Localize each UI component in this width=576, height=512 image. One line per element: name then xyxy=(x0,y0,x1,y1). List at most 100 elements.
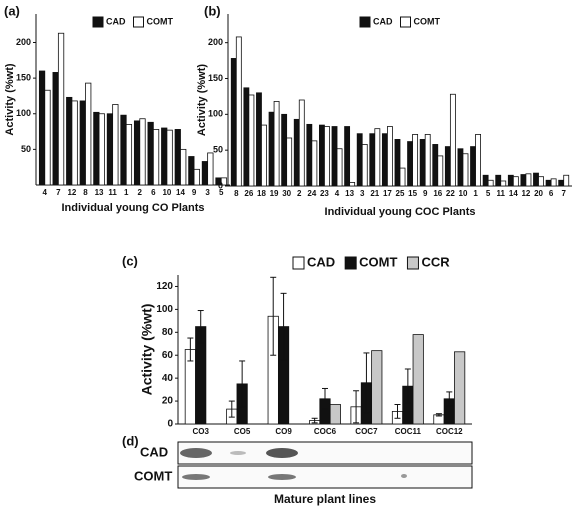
x-tick-label: COC11 xyxy=(395,427,422,436)
x-tick-label: 2 xyxy=(138,188,143,197)
bar xyxy=(412,334,424,425)
bar xyxy=(85,82,92,186)
x-tick-label: 13 xyxy=(345,189,354,198)
bar xyxy=(336,148,343,187)
bar xyxy=(381,133,388,187)
x-tick-label: CO3 xyxy=(192,427,209,436)
x-tick-label: 4 xyxy=(43,188,48,197)
bar xyxy=(470,146,476,187)
blot-row-label: COMT xyxy=(134,468,172,483)
x-tick-label: 12 xyxy=(521,189,530,198)
bar xyxy=(412,133,419,187)
y-tick-label: 100 xyxy=(16,108,31,118)
bar xyxy=(38,70,46,186)
y-tick-label: 0 xyxy=(167,419,173,430)
bar xyxy=(230,58,237,187)
legend-swatch xyxy=(133,16,144,28)
bar xyxy=(306,123,313,187)
bar xyxy=(462,153,469,187)
x-tick-label: 6 xyxy=(549,189,554,198)
x-tick-label: 9 xyxy=(423,189,428,198)
bar xyxy=(487,179,494,187)
bar xyxy=(371,350,383,425)
x-tick-label: 26 xyxy=(244,189,253,198)
legend-label: CAD xyxy=(373,16,393,26)
y-tick-label: 200 xyxy=(208,37,223,47)
bar xyxy=(79,100,86,186)
legend-label: CAD xyxy=(106,16,126,26)
bar xyxy=(563,174,570,187)
bar xyxy=(361,144,368,187)
bar xyxy=(71,100,78,186)
x-tick-label: COC7 xyxy=(355,427,378,436)
bar xyxy=(432,144,439,187)
bar xyxy=(139,118,146,186)
bar xyxy=(495,174,502,187)
x-tick-label: 1 xyxy=(124,188,129,197)
bar xyxy=(52,72,59,186)
x-tick-label: 7 xyxy=(56,188,61,197)
y-tick-label: 50 xyxy=(21,144,31,154)
bar xyxy=(235,36,242,187)
legend-swatch xyxy=(359,16,371,28)
bar xyxy=(256,92,262,187)
x-tick-label: 8 xyxy=(234,189,239,198)
x-tick-label: 25 xyxy=(396,189,405,198)
x-tick-label: 24 xyxy=(307,189,316,198)
x-tick-label: 6 xyxy=(151,188,156,197)
x-tick-label: COC6 xyxy=(314,427,337,436)
x-tick-label: 30 xyxy=(282,189,291,198)
x-tick-label: 16 xyxy=(433,189,442,198)
x-tick-label: 5 xyxy=(219,188,224,197)
bar xyxy=(133,120,141,186)
bar xyxy=(44,89,51,186)
y-tick-label: 50 xyxy=(213,145,223,155)
bar xyxy=(268,111,275,187)
bar xyxy=(512,176,519,187)
x-tick-label: 14 xyxy=(176,188,185,197)
bar xyxy=(281,113,288,187)
bar xyxy=(399,167,406,187)
bar xyxy=(520,174,527,187)
x-tick-label: CO9 xyxy=(275,427,292,436)
bar xyxy=(98,113,105,186)
bar xyxy=(437,155,444,187)
bar xyxy=(545,179,552,187)
blot-band xyxy=(266,448,298,458)
bar xyxy=(374,128,381,187)
bar xyxy=(298,99,305,187)
legend-swatch xyxy=(406,256,419,270)
bar xyxy=(106,113,114,186)
y-tick-label: 20 xyxy=(162,396,174,407)
y-axis-label: Activity (%wt) xyxy=(196,64,208,136)
y-tick-label: 40 xyxy=(162,373,174,384)
bar xyxy=(293,118,300,187)
bar xyxy=(174,129,181,186)
x-tick-label: 23 xyxy=(320,189,329,198)
bar xyxy=(349,182,356,187)
bar xyxy=(558,179,565,187)
x-tick-label: 2 xyxy=(297,189,302,198)
legend-label: CCR xyxy=(421,254,450,269)
bar xyxy=(457,148,464,187)
bar xyxy=(500,180,507,187)
blot-strip xyxy=(177,465,473,489)
legend-label: COMT xyxy=(414,16,441,26)
bar xyxy=(525,173,532,187)
x-tick-label: 1 xyxy=(473,189,478,198)
bar xyxy=(356,133,363,187)
y-tick-label: 60 xyxy=(162,350,174,361)
bar xyxy=(152,129,160,186)
x-tick-label: 22 xyxy=(446,189,455,198)
bar xyxy=(507,174,514,187)
y-tick-label: 150 xyxy=(16,73,31,83)
bar xyxy=(482,174,489,187)
panel-label: (d) xyxy=(122,433,139,448)
bar xyxy=(166,129,173,186)
x-axis-label: Individual young COC Plants xyxy=(325,206,476,218)
bar xyxy=(161,127,168,186)
y-axis-label: Activity (%wt) xyxy=(4,63,16,135)
blot-band xyxy=(230,451,246,455)
bar xyxy=(273,101,280,187)
